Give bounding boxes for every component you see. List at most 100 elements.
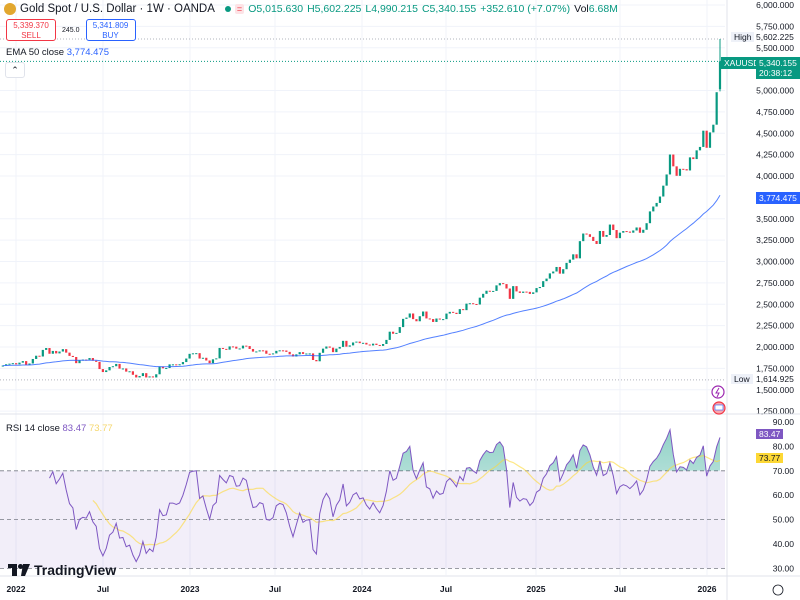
volume-label: Vol xyxy=(574,3,589,15)
candle xyxy=(255,351,258,353)
candle xyxy=(502,283,505,285)
candle xyxy=(405,317,408,319)
rsi-value-tag: 83.47 xyxy=(756,429,784,439)
price-tick-label: 1,500.000 xyxy=(756,385,794,395)
rsi-legend-value: 83.47 xyxy=(62,423,87,434)
candle xyxy=(151,376,155,378)
buy-button[interactable]: 5,341.809 BUY xyxy=(85,19,136,41)
candle xyxy=(678,168,682,176)
price-tick-label: 3,500.000 xyxy=(756,214,794,224)
candle xyxy=(695,150,698,160)
candle xyxy=(61,349,64,352)
symbol-header: Gold Spot / U.S. Dollar · 1W · OANDA = O… xyxy=(4,3,618,15)
time-tick-label: 2023 xyxy=(181,584,200,594)
price-tick-label: 1,750.000 xyxy=(756,363,794,373)
candle xyxy=(351,342,355,346)
ohlc-open: O5,015.630 xyxy=(248,3,304,15)
candle xyxy=(512,286,515,299)
candle xyxy=(702,130,705,147)
candle xyxy=(465,303,468,311)
candle xyxy=(8,363,11,365)
symbol-title[interactable]: Gold Spot / U.S. Dollar · 1W · OANDA xyxy=(20,3,215,15)
candle xyxy=(548,273,551,279)
price-tick-label: 2,250.000 xyxy=(756,321,794,331)
candle xyxy=(552,271,555,274)
candle xyxy=(495,285,498,291)
candle xyxy=(331,347,335,353)
candle xyxy=(198,353,201,359)
sell-button[interactable]: 5,339.370 SELL xyxy=(6,19,56,41)
candle xyxy=(218,347,221,359)
candle xyxy=(275,350,278,354)
candle xyxy=(692,157,695,160)
candle xyxy=(268,353,271,355)
sell-label: SELL xyxy=(21,31,41,40)
price-tick-label: 5,500.000 xyxy=(756,43,794,53)
candle xyxy=(518,291,521,293)
rsi-tick-label: 70.00 xyxy=(773,466,795,476)
candle xyxy=(285,350,288,352)
collapse-legend-button[interactable]: ⌃ xyxy=(5,62,25,78)
candle xyxy=(241,345,245,349)
candle xyxy=(25,361,28,365)
candle xyxy=(28,363,31,365)
candle xyxy=(472,303,475,305)
equals-icon: = xyxy=(234,4,245,14)
candle xyxy=(345,340,348,347)
price-tick-label: 4,000.000 xyxy=(756,171,794,181)
candle xyxy=(608,224,612,235)
candle xyxy=(311,353,315,360)
candle xyxy=(238,348,241,350)
candle xyxy=(562,269,565,274)
price-tick-label: 4,250.000 xyxy=(756,150,794,160)
candle xyxy=(165,368,168,370)
candle xyxy=(682,168,685,170)
candle xyxy=(508,288,511,299)
candle xyxy=(391,331,395,334)
candle xyxy=(705,130,708,148)
candle xyxy=(468,303,471,305)
candle xyxy=(675,166,678,176)
ohlc-low: L4,990.215 xyxy=(365,3,418,15)
candle xyxy=(341,340,345,347)
candle xyxy=(158,366,161,375)
candle xyxy=(15,363,18,365)
rsi-legend[interactable]: RSI 14 close 83.47 73.77 xyxy=(6,423,113,434)
candle xyxy=(301,352,305,354)
candle xyxy=(578,241,581,259)
candle xyxy=(368,344,371,346)
candle xyxy=(435,318,438,322)
candle xyxy=(38,355,41,357)
last-price-value: 5,340.155 xyxy=(759,58,797,68)
candle xyxy=(652,206,655,212)
candle xyxy=(638,227,642,233)
candle xyxy=(215,358,218,360)
candle xyxy=(125,368,128,372)
candle xyxy=(328,346,331,348)
candle xyxy=(648,211,652,224)
candle xyxy=(338,346,341,349)
candle xyxy=(115,363,118,367)
ohlc-change: +352.610 (+7.07%) xyxy=(480,3,571,15)
candle xyxy=(91,358,94,361)
candle xyxy=(455,312,458,314)
price-tick-label: 3,000.000 xyxy=(756,257,794,267)
candle xyxy=(45,348,48,350)
ema-legend[interactable]: EMA 50 close 3,774.475 xyxy=(6,47,109,58)
candle xyxy=(605,234,608,237)
candle xyxy=(458,309,461,314)
candle xyxy=(452,311,455,313)
candle xyxy=(111,366,114,368)
candle xyxy=(88,358,91,360)
candle xyxy=(335,348,338,353)
candle xyxy=(618,232,622,239)
candle xyxy=(635,227,638,231)
rsi-tick-label: 80.00 xyxy=(773,441,795,451)
sell-price: 5,339.370 xyxy=(13,21,49,30)
price-tick-label: 2,000.000 xyxy=(756,342,794,352)
candle xyxy=(685,169,688,171)
candle xyxy=(412,313,415,320)
candle xyxy=(625,231,628,233)
time-tick-label: Jul xyxy=(440,584,452,594)
